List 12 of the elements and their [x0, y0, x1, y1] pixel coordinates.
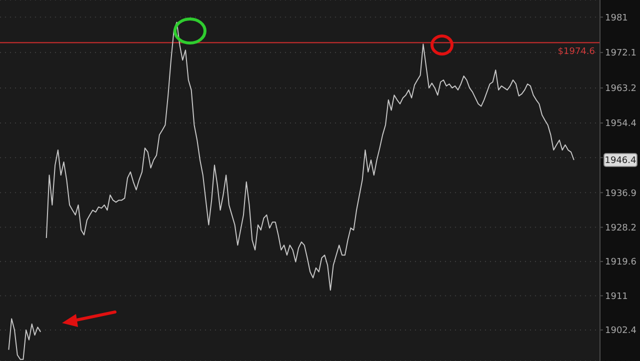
y-tick-label: 1919.6: [605, 258, 637, 268]
y-tick-label: 1928.2: [605, 223, 636, 234]
y-tick-label: 1902.4: [605, 326, 637, 336]
text: 1946.4: [604, 156, 637, 166]
line-series: [8, 318, 42, 360]
y-tick-label: 1972.1: [605, 48, 636, 59]
y-tick-label: 1981: [605, 13, 628, 24]
y-tick-label: 1954.4: [605, 119, 637, 130]
ref-line-label: $1974.6: [558, 46, 596, 57]
y-tick-label: 1963.2: [605, 84, 636, 94]
y-tick-label: 1911: [605, 292, 628, 302]
y-tick-label: 1936.9: [605, 188, 637, 199]
